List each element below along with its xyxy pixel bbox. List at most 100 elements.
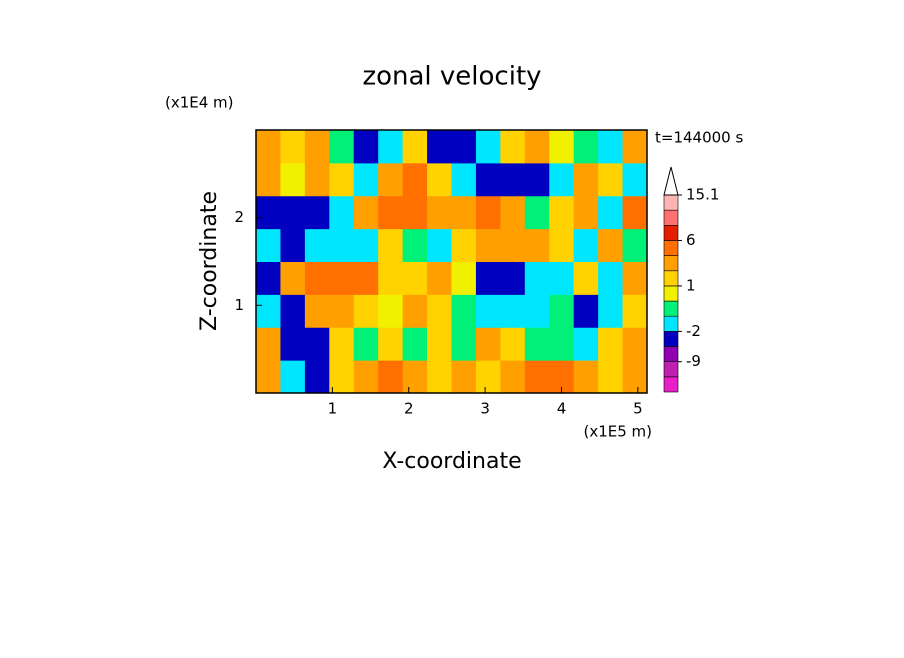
contour-cell bbox=[427, 327, 452, 361]
contour-cell bbox=[622, 360, 648, 394]
contour-cell bbox=[598, 261, 624, 295]
contour-cell bbox=[598, 327, 624, 361]
contour-cell bbox=[427, 294, 452, 328]
contour-cell bbox=[451, 162, 477, 197]
contour-cell bbox=[402, 327, 428, 361]
contour-cell bbox=[451, 294, 477, 328]
contour-cell bbox=[402, 294, 428, 328]
y-unit: (x1E4 m) bbox=[165, 94, 234, 112]
contour-cell bbox=[353, 294, 379, 328]
colorbar-tick-label: -2 bbox=[686, 322, 701, 340]
contour-cell bbox=[524, 130, 550, 164]
contour-cell bbox=[304, 130, 330, 164]
contour-cell bbox=[329, 327, 355, 361]
contour-cell bbox=[500, 130, 526, 164]
contour-cell bbox=[256, 327, 281, 361]
plot-frame bbox=[255, 129, 648, 394]
contour-cell bbox=[598, 130, 624, 164]
contour-cell bbox=[475, 261, 501, 295]
contour-cell bbox=[280, 294, 306, 328]
contour-cell bbox=[280, 228, 306, 262]
contour-cell bbox=[500, 228, 526, 262]
contour-cell bbox=[500, 360, 526, 394]
colorbar-tick-label: 6 bbox=[686, 231, 696, 249]
contour-cell bbox=[427, 195, 452, 230]
contour-cell bbox=[353, 228, 379, 262]
contour-cell bbox=[573, 162, 599, 197]
contour-cell bbox=[353, 360, 379, 394]
contour-cell bbox=[256, 294, 281, 328]
contour-cell bbox=[378, 360, 404, 394]
contour-cell bbox=[256, 195, 281, 230]
contour-cell bbox=[329, 360, 355, 394]
colorbar-segment bbox=[663, 315, 679, 332]
x-axis-title: X-coordinate bbox=[382, 449, 521, 474]
colorbar-segment bbox=[663, 300, 679, 317]
colorbar-extension bbox=[663, 166, 679, 196]
y-axis-title: Z-coordinate bbox=[197, 191, 222, 331]
contour-cell bbox=[256, 162, 281, 197]
contour-cell bbox=[573, 130, 599, 164]
contour-cell bbox=[573, 294, 599, 328]
colorbar-segment bbox=[663, 346, 679, 362]
contour-cell bbox=[402, 360, 428, 394]
y-tick-label: 1 bbox=[234, 296, 244, 314]
contour-cell bbox=[353, 327, 379, 361]
contour-cell bbox=[500, 261, 526, 295]
contour-cell bbox=[475, 130, 501, 164]
contour-cell bbox=[378, 261, 404, 295]
contour-cell bbox=[402, 130, 428, 164]
contour-cell bbox=[549, 130, 575, 164]
contour-cell bbox=[427, 261, 452, 295]
contour-cell bbox=[378, 327, 404, 361]
contour-cell bbox=[427, 228, 452, 262]
colorbar-segment bbox=[663, 240, 679, 256]
colorbar-tick-label: -9 bbox=[686, 352, 701, 370]
x-unit: (x1E5 m) bbox=[583, 423, 652, 441]
contour-cell bbox=[427, 130, 452, 164]
contour-cell bbox=[378, 162, 404, 197]
contour-cell bbox=[329, 195, 355, 230]
contour-cell bbox=[524, 195, 550, 230]
x-tick-label: 3 bbox=[480, 400, 490, 418]
contour-cell bbox=[524, 228, 550, 262]
contour-cell bbox=[353, 261, 379, 295]
contour-cell bbox=[304, 195, 330, 230]
y-tick-label: 2 bbox=[234, 208, 244, 226]
contour-cell bbox=[280, 360, 306, 394]
contour-cell bbox=[353, 162, 379, 197]
contour-cell bbox=[329, 261, 355, 295]
contour-cell bbox=[598, 294, 624, 328]
colorbar-tick-label: 15.1 bbox=[686, 186, 719, 204]
contour-cell bbox=[549, 228, 575, 262]
contour-cell bbox=[451, 261, 477, 295]
contour-cell bbox=[524, 162, 550, 197]
x-tick-label: 4 bbox=[557, 400, 567, 418]
contour-cell bbox=[475, 360, 501, 394]
contour-cell bbox=[402, 261, 428, 295]
contour-cell bbox=[524, 327, 550, 361]
colorbar-segment bbox=[663, 209, 679, 226]
contour-cell bbox=[524, 261, 550, 295]
chart-title: zonal velocity bbox=[362, 62, 541, 92]
contour-cell bbox=[475, 327, 501, 361]
colorbar-segment bbox=[663, 285, 679, 302]
contour-cell bbox=[573, 327, 599, 361]
contour-cell bbox=[451, 130, 477, 164]
contour-cell bbox=[402, 162, 428, 197]
contour-cell bbox=[427, 360, 452, 394]
contour-cell bbox=[304, 294, 330, 328]
contour-cell bbox=[451, 360, 477, 394]
contour-cell bbox=[304, 162, 330, 197]
contour-cell bbox=[304, 228, 330, 262]
contour-cell bbox=[475, 162, 501, 197]
contour-cell bbox=[304, 360, 330, 394]
contour-cell bbox=[378, 294, 404, 328]
contour-cell bbox=[573, 195, 599, 230]
contour-cell bbox=[280, 261, 306, 295]
contour-cell bbox=[598, 162, 624, 197]
contour-cell bbox=[329, 228, 355, 262]
contour-cell bbox=[475, 228, 501, 262]
contour-cell bbox=[304, 261, 330, 295]
colorbar-segment bbox=[663, 361, 679, 378]
